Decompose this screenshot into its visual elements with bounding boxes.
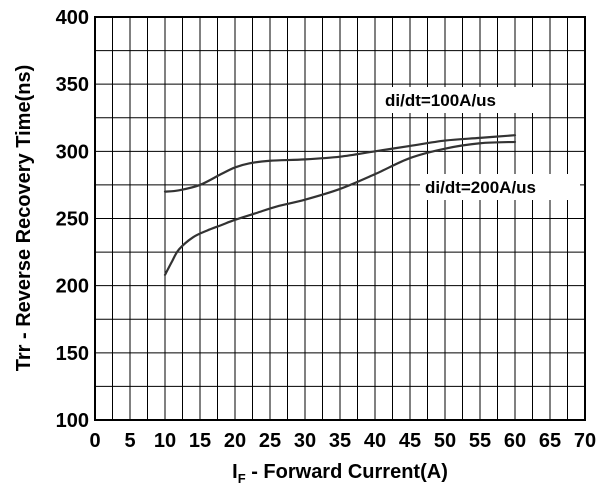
y-tick-label: 350 [56,74,89,96]
x-tick-label: 0 [89,430,100,452]
x-tick-label: 55 [469,430,491,452]
x-axis-label: IF - Forward Current(A) [232,461,448,486]
series-label-bg [420,174,580,200]
y-tick-labels: 100 150 200 250 300 350 400 [56,7,89,432]
series-lines [163,134,517,277]
x-tick-label: 45 [399,430,421,452]
x-tick-label: 40 [364,430,386,452]
y-tick-label: 200 [56,276,89,298]
x-tick-label: 60 [504,430,526,452]
x-tick-label: 30 [294,430,316,452]
y-tick-label: 250 [56,209,89,231]
x-tick-label: 70 [574,430,596,452]
y-tick-label: 100 [56,410,89,432]
x-tick-labels: 0 5 10 15 20 25 30 35 40 45 50 55 60 65 70 [89,430,596,452]
x-tick-label: 10 [154,430,176,452]
x-tick-label: 5 [124,430,135,452]
plot-frame [94,16,586,421]
series-line-1 [163,134,517,193]
y-tick-label: 400 [56,7,89,29]
grid [95,17,585,420]
series-line-2 [163,140,517,277]
y-axis-label: Trr - Reverse Recovery Time(ns) [13,65,35,371]
x-tick-label: 25 [259,430,281,452]
y-tick-label: 150 [56,343,89,365]
x-tick-label: 15 [189,430,211,452]
series-label-1: di/dt=100A/us [385,91,496,110]
x-tick-label: 20 [224,430,246,452]
series-labels: di/dt=100A/us di/dt=200A/us [380,87,580,200]
series-label-2: di/dt=200A/us [425,178,536,197]
x-tick-label: 35 [329,430,351,452]
x-tick-label: 50 [434,430,456,452]
y-tick-label: 300 [56,141,89,163]
series-label-bg [380,87,540,113]
x-tick-label: 65 [539,430,561,452]
